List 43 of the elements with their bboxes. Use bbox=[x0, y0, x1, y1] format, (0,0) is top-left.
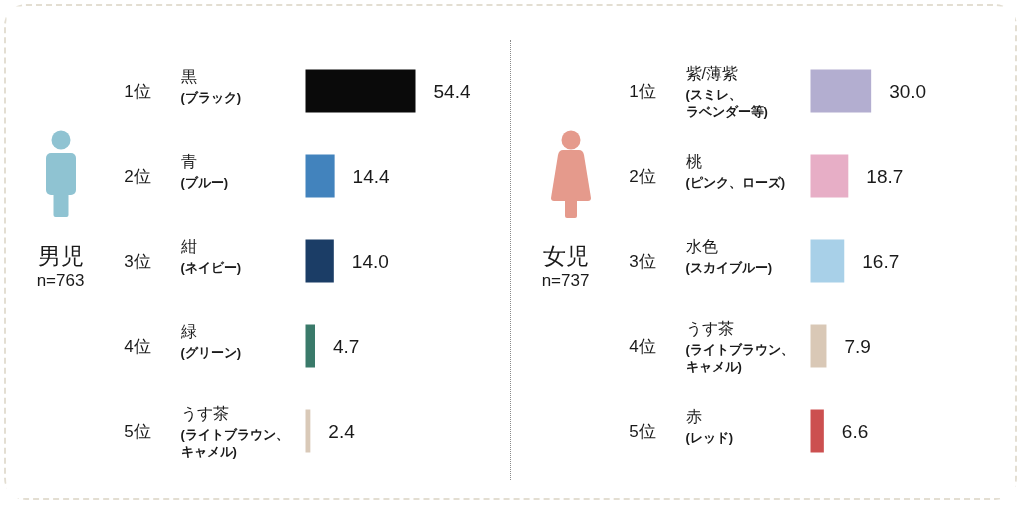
data-label: 18.7 bbox=[866, 165, 904, 187]
y-tick-label: 黒 (ブラック) bbox=[180, 67, 242, 105]
data-label: 14.4 bbox=[352, 165, 391, 187]
text: 2位 bbox=[124, 166, 151, 186]
y-tick-label: うす茶 (ライトブラウン、キャメル) bbox=[180, 404, 289, 459]
text: 女児 bbox=[542, 242, 589, 269]
text: 1位 bbox=[124, 81, 151, 101]
text: 5位 bbox=[629, 421, 656, 441]
data-label: 14.0 bbox=[351, 250, 389, 272]
data-label: 30.0 bbox=[889, 80, 927, 102]
text: 3位 bbox=[629, 251, 656, 271]
bar bbox=[810, 69, 872, 113]
y-tick-label: 紺 (ネイビー) bbox=[179, 237, 242, 275]
y-tick-label: 桃 (ピンク、ローズ) bbox=[685, 152, 786, 190]
bar bbox=[810, 324, 827, 368]
bar bbox=[305, 154, 335, 198]
bar bbox=[810, 409, 824, 453]
bar bbox=[305, 69, 416, 113]
data-label: 16.7 bbox=[862, 250, 900, 272]
y-tick-label: 水色 (スカイブルー) bbox=[685, 237, 773, 275]
text: n=737 bbox=[541, 271, 590, 290]
text: 2位 bbox=[629, 166, 656, 186]
bar bbox=[810, 239, 845, 283]
bar bbox=[810, 154, 849, 198]
data-label: 7.9 bbox=[844, 335, 871, 357]
text: 5位 bbox=[124, 421, 151, 441]
data-label: 4.7 bbox=[333, 335, 360, 357]
bar bbox=[305, 324, 315, 368]
text: 4位 bbox=[124, 336, 151, 356]
data-label: 2.4 bbox=[328, 420, 356, 442]
y-tick-label: 赤 (レッド) bbox=[685, 407, 734, 445]
text: 4位 bbox=[629, 336, 656, 356]
y-tick-label: 青 (ブルー) bbox=[180, 152, 229, 190]
text: 男児 bbox=[37, 242, 84, 269]
data-label: 6.6 bbox=[841, 420, 869, 442]
text: 1位 bbox=[629, 81, 656, 101]
y-tick-label: 紫/薄紫 (スミレ、ラベンダー等) bbox=[685, 64, 768, 119]
bar bbox=[305, 239, 334, 283]
y-tick-label: 緑 (グリーン) bbox=[179, 322, 242, 360]
text: 3位 bbox=[124, 251, 151, 271]
y-tick-label: うす茶 (ライトブラウン、キャメル) bbox=[685, 319, 794, 374]
data-label: 54.4 bbox=[433, 80, 471, 102]
text: n=763 bbox=[36, 271, 85, 290]
